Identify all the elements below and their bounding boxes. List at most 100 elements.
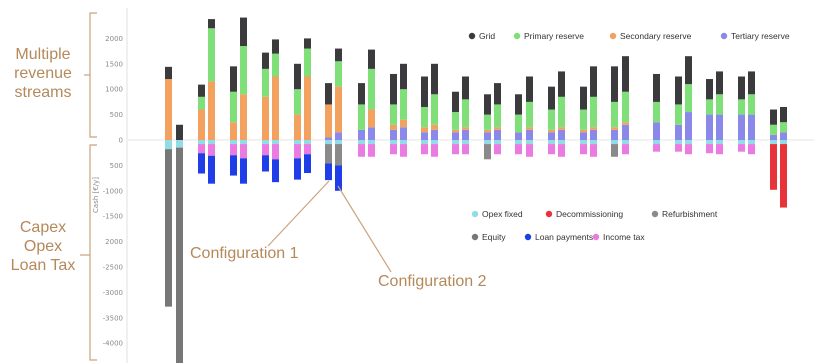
config1-year19-primary-segment — [738, 99, 745, 114]
config1-year11-refurb-segment — [484, 144, 491, 159]
config1-year17-opex-segment — [675, 140, 682, 144]
y-tick-label: -1000 — [103, 187, 123, 195]
config2-year2-tax-segment — [208, 144, 215, 156]
config1-year20-primary-segment — [770, 125, 777, 135]
legend-decommissioning-marker — [546, 211, 552, 217]
config1-year8-primary-segment — [390, 104, 397, 124]
config2-year8-secondary-segment — [400, 120, 407, 128]
config2-year12-primary-segment — [526, 102, 533, 127]
config1-year5-loan-segment — [294, 158, 301, 179]
config1-year11-grid-segment — [484, 94, 491, 114]
config1-year20-decom-segment — [770, 144, 777, 190]
config1-year14-primary-segment — [580, 110, 587, 130]
config1-year10-primary-segment — [452, 112, 459, 130]
config2-year1-grid-segment — [176, 125, 183, 140]
y-tick-label: 1500 — [105, 60, 123, 68]
config2-year15-opex-segment — [622, 140, 629, 144]
config2-year7-grid-segment — [368, 50, 375, 69]
config2-year11-grid-segment — [494, 83, 501, 104]
config1-year8-tax-segment — [390, 144, 397, 154]
config2-year9-tertiary-segment — [431, 130, 438, 140]
legend-grid-marker — [469, 33, 475, 39]
config2-year4-secondary-segment — [272, 77, 279, 141]
config2-year18-primary-segment — [716, 94, 723, 114]
config1-year7-tax-segment — [358, 144, 365, 157]
config1-year15-opex-segment — [611, 140, 618, 144]
config1-year14-tertiary-segment — [580, 132, 587, 140]
config2-year2-secondary-segment — [208, 82, 215, 140]
config1-year7-opex-segment — [358, 140, 365, 144]
config1-year20-grid-segment — [770, 110, 777, 125]
config1-year9-opex-segment — [421, 140, 428, 144]
config1-year13-tax-segment — [548, 144, 555, 154]
config1-year15-refurb-segment — [611, 144, 618, 157]
config2-year9-opex-segment — [431, 140, 438, 144]
config2-year6-tertiary-segment — [335, 132, 342, 140]
config2-year20-opex-segment — [780, 140, 787, 144]
config2-year18-tax-segment — [716, 144, 723, 154]
config2-year11-primary-segment — [494, 104, 501, 127]
config2-year19-tertiary-segment — [748, 115, 755, 140]
config1-year19-tax-segment — [738, 144, 745, 152]
config1-year8-secondary-segment — [390, 125, 397, 130]
legend-tertiary-reserve-marker — [721, 33, 727, 39]
config1-year18-tax-segment — [706, 144, 713, 153]
legend-primary-reserve-marker — [514, 33, 520, 39]
config1-year1-secondary-segment — [165, 79, 172, 140]
y-tick-label: -2500 — [103, 264, 123, 272]
config2-year7-opex-segment — [368, 140, 375, 144]
config2-year13-primary-segment — [558, 97, 565, 127]
config2-year7-tax-segment — [368, 144, 375, 157]
legend-opex-fixed-label: Opex fixed — [482, 209, 523, 219]
config2-year15-tax-segment — [622, 144, 629, 154]
config2-year10-secondary-segment — [462, 127, 469, 130]
config1-year14-tax-segment — [580, 144, 587, 154]
config2-year4-loan-segment — [272, 159, 279, 182]
config2-year5-grid-segment — [304, 38, 311, 48]
config2-year19-primary-segment — [748, 94, 755, 114]
config1-year18-opex-segment — [706, 140, 713, 144]
config1-year4-primary-segment — [262, 69, 269, 97]
config1-year7-tertiary-segment — [358, 130, 365, 140]
config1-year7-primary-segment — [358, 104, 365, 129]
config1-year9-tertiary-segment — [421, 132, 428, 140]
config1-year20-tertiary-segment — [770, 135, 777, 140]
config2-year19-opex-segment — [748, 140, 755, 144]
config2-year14-primary-segment — [590, 97, 597, 127]
config1-year4-opex-segment — [262, 140, 269, 144]
config2-year9-secondary-segment — [431, 125, 438, 130]
config1-year20-opex-segment — [770, 140, 777, 144]
config1-year15-primary-segment — [611, 102, 618, 127]
config2-year8-primary-segment — [400, 89, 407, 119]
config1-year4-tax-segment — [262, 144, 269, 155]
config2-year5-loan-segment — [304, 154, 311, 173]
config2-year3-loan-segment — [240, 158, 247, 183]
config1-year11-opex-segment — [484, 140, 491, 144]
config1-year10-opex-segment — [452, 140, 459, 144]
config1-year10-grid-segment — [452, 92, 459, 112]
config2-year12-grid-segment — [526, 77, 533, 102]
config1-year8-grid-segment — [390, 74, 397, 104]
legend-income-tax-marker — [593, 234, 599, 240]
config2-year5-primary-segment — [304, 49, 311, 77]
legend-opex-fixed-marker — [472, 211, 478, 217]
config1-year11-primary-segment — [484, 115, 491, 130]
config1-year6-loan-segment — [325, 163, 332, 180]
config1-year4-secondary-segment — [262, 97, 269, 140]
config1-year13-tertiary-segment — [548, 132, 555, 140]
config1-year17-primary-segment — [675, 104, 682, 124]
config1-year19-opex-segment — [738, 140, 745, 144]
config1-year2-grid-segment — [198, 85, 205, 97]
config1-year15-secondary-segment — [611, 127, 618, 130]
legend-loan-payments-label: Loan payments — [535, 232, 593, 242]
config2-year9-primary-segment — [431, 94, 438, 124]
config2-year16-primary-segment — [653, 102, 660, 122]
config2-year18-opex-segment — [716, 140, 723, 144]
config2-year2-loan-segment — [208, 156, 215, 184]
config1-year6-opex-segment — [325, 140, 332, 144]
config2-year13-opex-segment — [558, 140, 565, 144]
legend-secondary-reserve-marker — [610, 33, 616, 39]
config2-year6-secondary-segment — [335, 87, 342, 133]
config1-year14-grid-segment — [580, 87, 587, 110]
config2-year6-refurb-segment — [335, 144, 342, 165]
